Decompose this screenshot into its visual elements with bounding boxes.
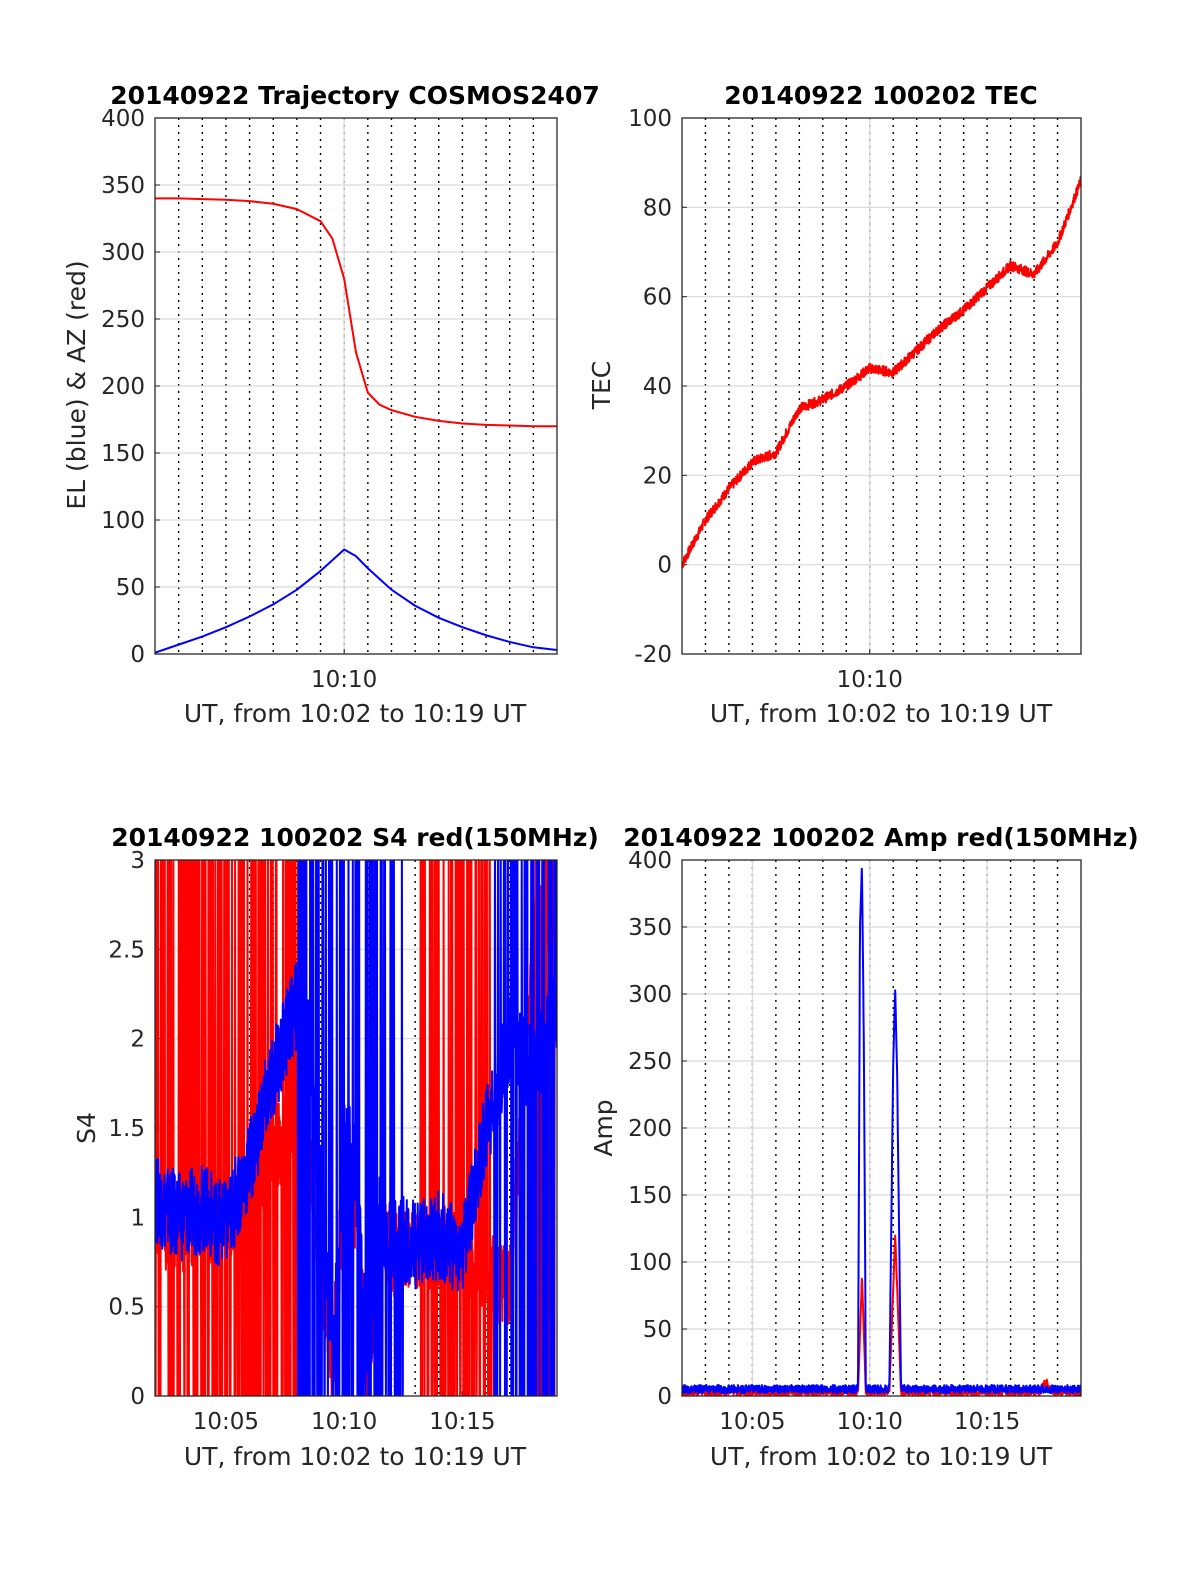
axes-frame [681, 859, 1082, 1397]
tec-xlabel: UT, from 10:02 to 10:19 UT [710, 699, 1053, 728]
series-line-0 [155, 197, 557, 428]
y-tick-label: 80 [643, 195, 672, 221]
y-tick-label: 0 [130, 1384, 145, 1410]
y-tick-label: 400 [101, 106, 145, 132]
y-tick-label: 300 [628, 982, 672, 1008]
y-tick-label: 0 [130, 642, 145, 668]
tec-ylabel: TEC [587, 361, 616, 411]
trajectory-title: 20140922 Trajectory COSMOS2407 [110, 81, 600, 110]
chart-1: -20 0 20 40 60 80 100 10:10 [628, 106, 1082, 693]
x-tick-label: 10:15 [429, 1409, 495, 1435]
series-line-1 [155, 860, 557, 1396]
x-tick-label: 10:10 [837, 1409, 903, 1435]
y-tick-label: 200 [628, 1116, 672, 1142]
amp-title: 20140922 100202 Amp red(150MHz) [623, 823, 1139, 852]
panel-amp: 20140922 100202 Amp red(150MHz) Amp UT, … [589, 823, 1139, 1471]
y-tick-label: 0 [657, 1384, 672, 1410]
tec-title: 20140922 100202 TEC [724, 81, 1037, 110]
y-tick-label: 100 [628, 106, 672, 132]
y-tick-label: 300 [101, 240, 145, 266]
y-tick-label: 1 [130, 1205, 145, 1231]
series-line-0 [682, 175, 1081, 569]
amp-xlabel: UT, from 10:02 to 10:19 UT [710, 1442, 1053, 1471]
axes-frame [154, 859, 558, 1397]
y-tick-label: 3 [130, 848, 145, 874]
s4-ylabel: S4 [72, 1112, 101, 1144]
y-tick-label: 400 [628, 848, 672, 874]
chart-0: 0 50 100 150 200 250 300 350 400 10:10 [101, 106, 558, 693]
y-tick-label: 50 [643, 1317, 672, 1343]
chart-3: 0 50 100 150 200 250 300 350 400 10:05 10:10 10:15 [628, 848, 1082, 1435]
y-tick-label: 150 [101, 441, 145, 467]
series-group [155, 197, 557, 654]
y-tick-label: 40 [643, 374, 672, 400]
x-tick-label: 10:05 [719, 1409, 785, 1435]
y-tick-label: 0 [657, 553, 672, 579]
series-group [682, 867, 1081, 1396]
y-tick-label: 150 [628, 1183, 672, 1209]
y-tick-label: -20 [634, 642, 672, 668]
series-line-1 [155, 548, 557, 654]
s4-xlabel: UT, from 10:02 to 10:19 UT [184, 1442, 527, 1471]
y-tick-label: 100 [628, 1250, 672, 1276]
y-tick-label: 2.5 [108, 937, 145, 963]
panel-s4: 20140922 100202 S4 red(150MHz) S4 UT, fr… [72, 823, 599, 1471]
y-tick-label: 250 [628, 1049, 672, 1075]
y-tick-label: 1.5 [108, 1116, 145, 1142]
s4-title: 20140922 100202 S4 red(150MHz) [111, 823, 599, 852]
y-tick-label: 20 [643, 463, 672, 489]
y-tick-label: 60 [643, 285, 672, 311]
y-tick-label: 50 [116, 575, 145, 601]
y-tick-label: 0.5 [108, 1295, 145, 1321]
axes-frame [681, 117, 1082, 655]
x-tick-label: 10:15 [954, 1409, 1020, 1435]
y-tick-label: 250 [101, 307, 145, 333]
trajectory-ylabel: EL (blue) & AZ (red) [62, 260, 91, 509]
amp-ylabel: Amp [589, 1099, 618, 1156]
chart-2: 0 0.5 1 1.5 2 2.5 3 10:05 10:10 10:15 [108, 848, 558, 1435]
x-tick-label: 10:05 [193, 1409, 259, 1435]
y-tick-label: 2 [130, 1027, 145, 1053]
x-tick-label: 10:10 [837, 667, 903, 693]
panel-trajectory: 20140922 Trajectory COSMOS2407 EL (blue)… [62, 81, 600, 728]
y-tick-label: 350 [101, 173, 145, 199]
trajectory-xlabel: UT, from 10:02 to 10:19 UT [184, 699, 527, 728]
y-tick-label: 200 [101, 374, 145, 400]
series-line-0 [682, 1234, 1081, 1396]
x-tick-label: 10:10 [311, 1409, 377, 1435]
series-group [682, 175, 1081, 569]
x-tick-label: 10:10 [311, 667, 377, 693]
y-tick-label: 350 [628, 915, 672, 941]
axes-frame [154, 117, 558, 655]
series-group [155, 860, 557, 1396]
panel-tec: 20140922 100202 TEC TEC UT, from 10:02 t… [587, 81, 1053, 728]
series-line-1 [682, 867, 1081, 1395]
y-tick-label: 100 [101, 508, 145, 534]
